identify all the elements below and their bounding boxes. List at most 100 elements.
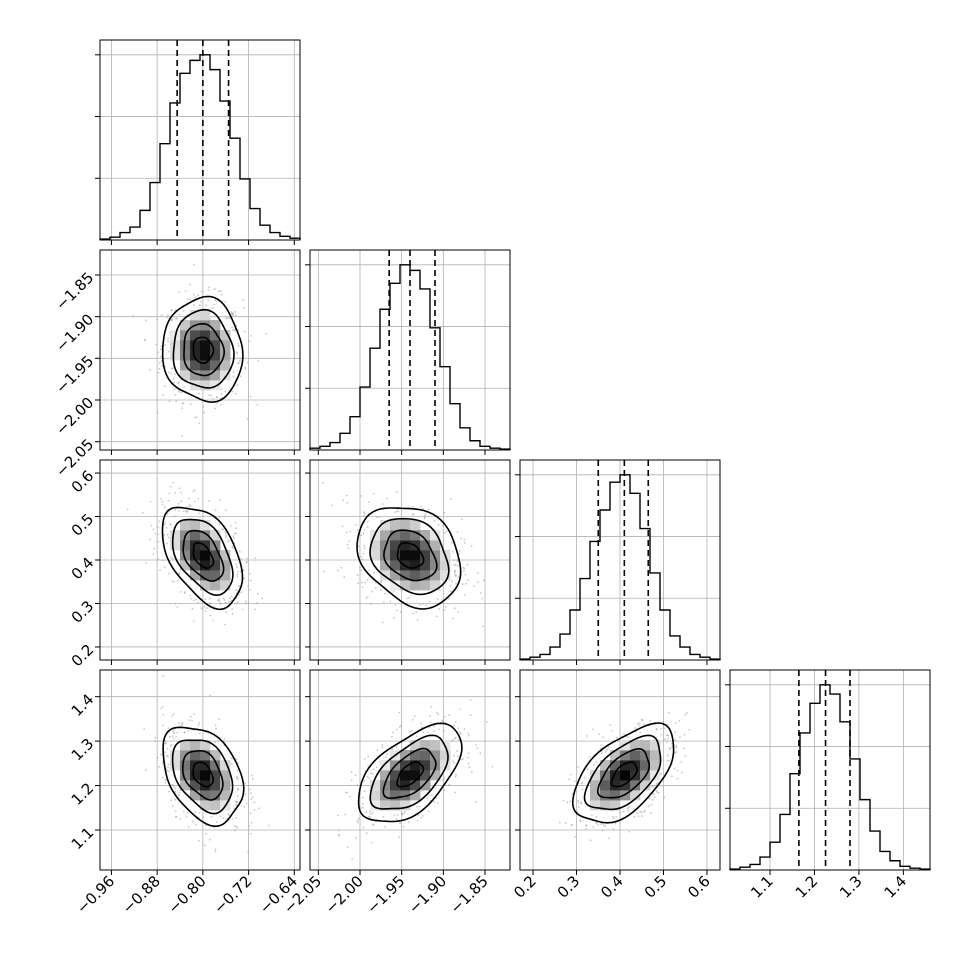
sample-point	[636, 812, 639, 815]
sample-point	[166, 769, 168, 772]
panel-contents	[143, 675, 270, 854]
density-cell	[590, 790, 601, 801]
sample-point	[564, 822, 567, 824]
sample-point	[126, 508, 129, 511]
density-cell	[220, 770, 231, 781]
sample-point	[462, 757, 464, 760]
sample-point	[171, 367, 174, 370]
sample-point	[639, 731, 642, 734]
sample-point	[249, 832, 252, 835]
sample-point	[346, 501, 349, 504]
sample-point	[421, 602, 424, 605]
density-cell	[220, 780, 231, 791]
sample-point	[185, 815, 188, 818]
panel-contents	[132, 264, 267, 438]
sample-point	[375, 516, 378, 518]
sample-point	[362, 552, 365, 555]
density-cell	[420, 540, 431, 551]
density-cell	[190, 370, 201, 381]
sample-point	[453, 564, 456, 567]
sample-point	[193, 500, 196, 503]
sample-point	[666, 759, 669, 762]
sample-point	[197, 839, 200, 842]
sample-point	[233, 824, 236, 827]
sample-point	[174, 394, 177, 396]
sample-point	[160, 753, 163, 756]
sample-point	[178, 510, 181, 512]
sample-point	[238, 360, 241, 362]
sample-point	[346, 846, 349, 849]
sample-point	[218, 290, 220, 293]
sample-point	[447, 597, 450, 600]
sample-point	[223, 599, 226, 601]
sample-point	[191, 719, 194, 722]
sample-point	[182, 402, 185, 405]
sample-point	[242, 299, 245, 302]
sample-point	[482, 625, 485, 628]
sample-point	[600, 823, 603, 825]
density-cell	[220, 570, 231, 581]
sample-point	[674, 731, 677, 733]
sample-point	[172, 378, 175, 380]
sample-point	[177, 389, 180, 392]
sample-point	[675, 751, 678, 753]
sample-point	[463, 728, 466, 730]
sample-point	[601, 752, 603, 755]
sample-point	[632, 808, 635, 810]
sample-point	[590, 814, 593, 817]
sample-point	[360, 534, 363, 537]
sample-point	[228, 316, 231, 319]
sample-point	[650, 812, 652, 814]
sample-point	[250, 821, 253, 824]
sample-point	[391, 747, 394, 750]
sample-point	[394, 511, 396, 514]
sample-point	[218, 718, 221, 721]
sample-point	[576, 766, 579, 769]
density-cell	[620, 780, 631, 791]
y-tick-label: −1.85	[52, 269, 97, 314]
sample-point	[653, 796, 656, 799]
contour-level-1	[182, 529, 225, 582]
density-cell	[200, 570, 211, 581]
sample-point	[167, 766, 169, 769]
sample-point	[363, 545, 365, 547]
sample-point	[655, 782, 658, 785]
density-cell	[180, 780, 191, 791]
sample-point	[164, 778, 167, 781]
density-cell	[410, 790, 421, 801]
sample-point	[239, 357, 242, 360]
sample-point	[247, 601, 250, 604]
density-cell	[400, 520, 411, 531]
sample-point	[143, 339, 146, 342]
density-cell	[650, 740, 661, 751]
sample-point	[614, 822, 617, 825]
sample-point	[161, 559, 164, 562]
density-cell	[430, 530, 441, 541]
sample-point	[637, 723, 639, 725]
sample-point	[386, 753, 389, 756]
density-cell	[200, 340, 211, 351]
sample-point	[349, 530, 352, 533]
sample-point	[232, 535, 235, 538]
sample-point	[164, 739, 167, 742]
sample-point	[383, 601, 385, 603]
sample-point	[167, 350, 170, 353]
contour-level-0	[610, 761, 638, 788]
density-cell	[220, 580, 231, 591]
sample-point	[219, 397, 221, 400]
sample-point	[361, 558, 364, 561]
sample-point	[463, 594, 466, 597]
sample-point	[593, 763, 596, 766]
sample-point	[256, 593, 259, 595]
sample-point	[198, 812, 201, 814]
sample-point	[368, 815, 370, 818]
sample-point	[235, 589, 238, 592]
sample-point	[362, 826, 365, 829]
sample-point	[381, 744, 384, 746]
density-panel-3-0	[99, 669, 301, 871]
contour-level-0	[396, 541, 425, 570]
sample-point	[467, 762, 470, 765]
density-cell	[210, 770, 221, 781]
sample-point	[235, 532, 237, 535]
sample-point	[174, 602, 177, 605]
